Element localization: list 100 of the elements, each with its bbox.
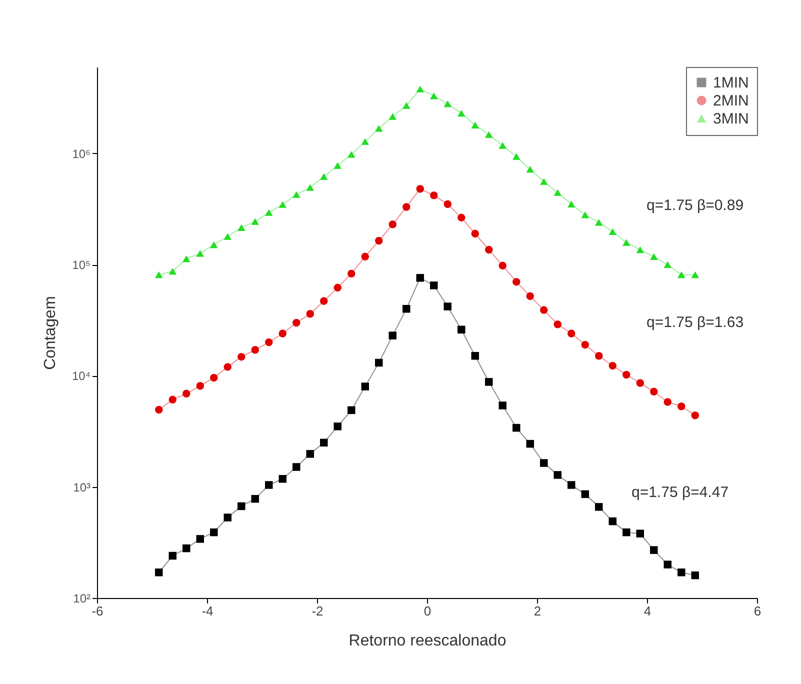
- x-tick-label: -2: [312, 604, 324, 618]
- y-tick-label: 10⁵: [72, 258, 91, 272]
- point: [581, 340, 589, 349]
- point: [458, 110, 466, 117]
- point: [375, 358, 383, 367]
- legend-label: 3MIN: [713, 110, 749, 128]
- point: [196, 382, 204, 390]
- point: [485, 131, 493, 138]
- point: [526, 166, 534, 173]
- point: [416, 185, 424, 193]
- point: [388, 113, 396, 120]
- point: [402, 203, 410, 211]
- point: [595, 352, 603, 360]
- point: [278, 475, 286, 483]
- point: [210, 374, 218, 382]
- point: [238, 502, 246, 510]
- point: [348, 406, 356, 414]
- point: [581, 212, 589, 218]
- point: [278, 201, 286, 208]
- point: [678, 402, 686, 410]
- point: [168, 268, 176, 275]
- point: [664, 261, 672, 268]
- point: [224, 233, 232, 240]
- y-tick-label: 10⁶: [72, 146, 91, 161]
- point: [224, 363, 232, 371]
- point: [168, 552, 176, 560]
- point: [485, 246, 493, 254]
- point: [361, 138, 369, 145]
- annotation: q=1.75 β=0.89: [646, 197, 744, 214]
- point: [320, 438, 328, 447]
- point: [554, 189, 562, 196]
- point: [471, 230, 479, 238]
- point: [608, 517, 616, 526]
- point: [182, 390, 190, 398]
- point: [444, 100, 452, 108]
- point: [650, 253, 658, 260]
- point: [430, 191, 438, 200]
- point: [224, 514, 232, 522]
- point: [155, 568, 163, 576]
- point: [458, 214, 466, 222]
- point: [458, 326, 466, 334]
- point: [595, 503, 603, 511]
- x-tick-label: 4: [644, 604, 652, 618]
- point: [251, 346, 259, 354]
- point: [402, 304, 410, 313]
- point: [608, 362, 616, 370]
- point: [292, 318, 300, 327]
- point: [306, 184, 314, 191]
- point: [278, 330, 286, 338]
- point: [554, 471, 562, 479]
- point: [444, 302, 452, 310]
- point: [182, 255, 190, 262]
- y-axis-title: Contagem: [42, 296, 59, 370]
- point: [581, 490, 589, 498]
- point: [430, 92, 438, 100]
- point: [540, 459, 548, 467]
- point: [402, 102, 410, 109]
- point: [361, 252, 369, 260]
- point: [361, 382, 369, 390]
- point: [471, 122, 479, 128]
- point: [526, 292, 534, 300]
- point: [568, 330, 576, 338]
- point: [334, 284, 342, 292]
- point: [512, 424, 520, 432]
- point: [155, 271, 163, 278]
- legend-label: 1MIN: [713, 74, 749, 92]
- point: [512, 278, 520, 286]
- point: [691, 411, 699, 420]
- x-tick-label: 6: [754, 604, 762, 618]
- point: [485, 378, 493, 386]
- point: [430, 282, 438, 290]
- x-tick-label: -6: [92, 604, 104, 618]
- point: [238, 224, 246, 232]
- point: [182, 544, 190, 552]
- point: [251, 218, 259, 225]
- point: [238, 352, 246, 361]
- point: [498, 402, 506, 410]
- point: [608, 228, 616, 235]
- point: [664, 398, 672, 406]
- point: [691, 571, 699, 580]
- x-tick-label: 0: [424, 604, 432, 618]
- legend-label: 2MIN: [713, 92, 749, 110]
- point: [265, 338, 273, 346]
- point: [375, 236, 383, 245]
- point: [306, 450, 314, 458]
- y-tick-label: 10³: [73, 480, 91, 494]
- x-tick-label: 2: [534, 604, 542, 618]
- annotation: q=1.75 β=1.63: [646, 314, 744, 331]
- point: [622, 239, 630, 246]
- point: [196, 535, 204, 543]
- point: [526, 440, 534, 448]
- point: [664, 560, 672, 568]
- point: [636, 530, 644, 538]
- point: [622, 528, 630, 536]
- y-tick-label: 10²: [73, 592, 91, 606]
- x-tick-label: -4: [202, 604, 214, 618]
- point: [636, 246, 644, 254]
- point: [595, 219, 603, 226]
- point: [691, 271, 699, 278]
- point: [678, 568, 686, 576]
